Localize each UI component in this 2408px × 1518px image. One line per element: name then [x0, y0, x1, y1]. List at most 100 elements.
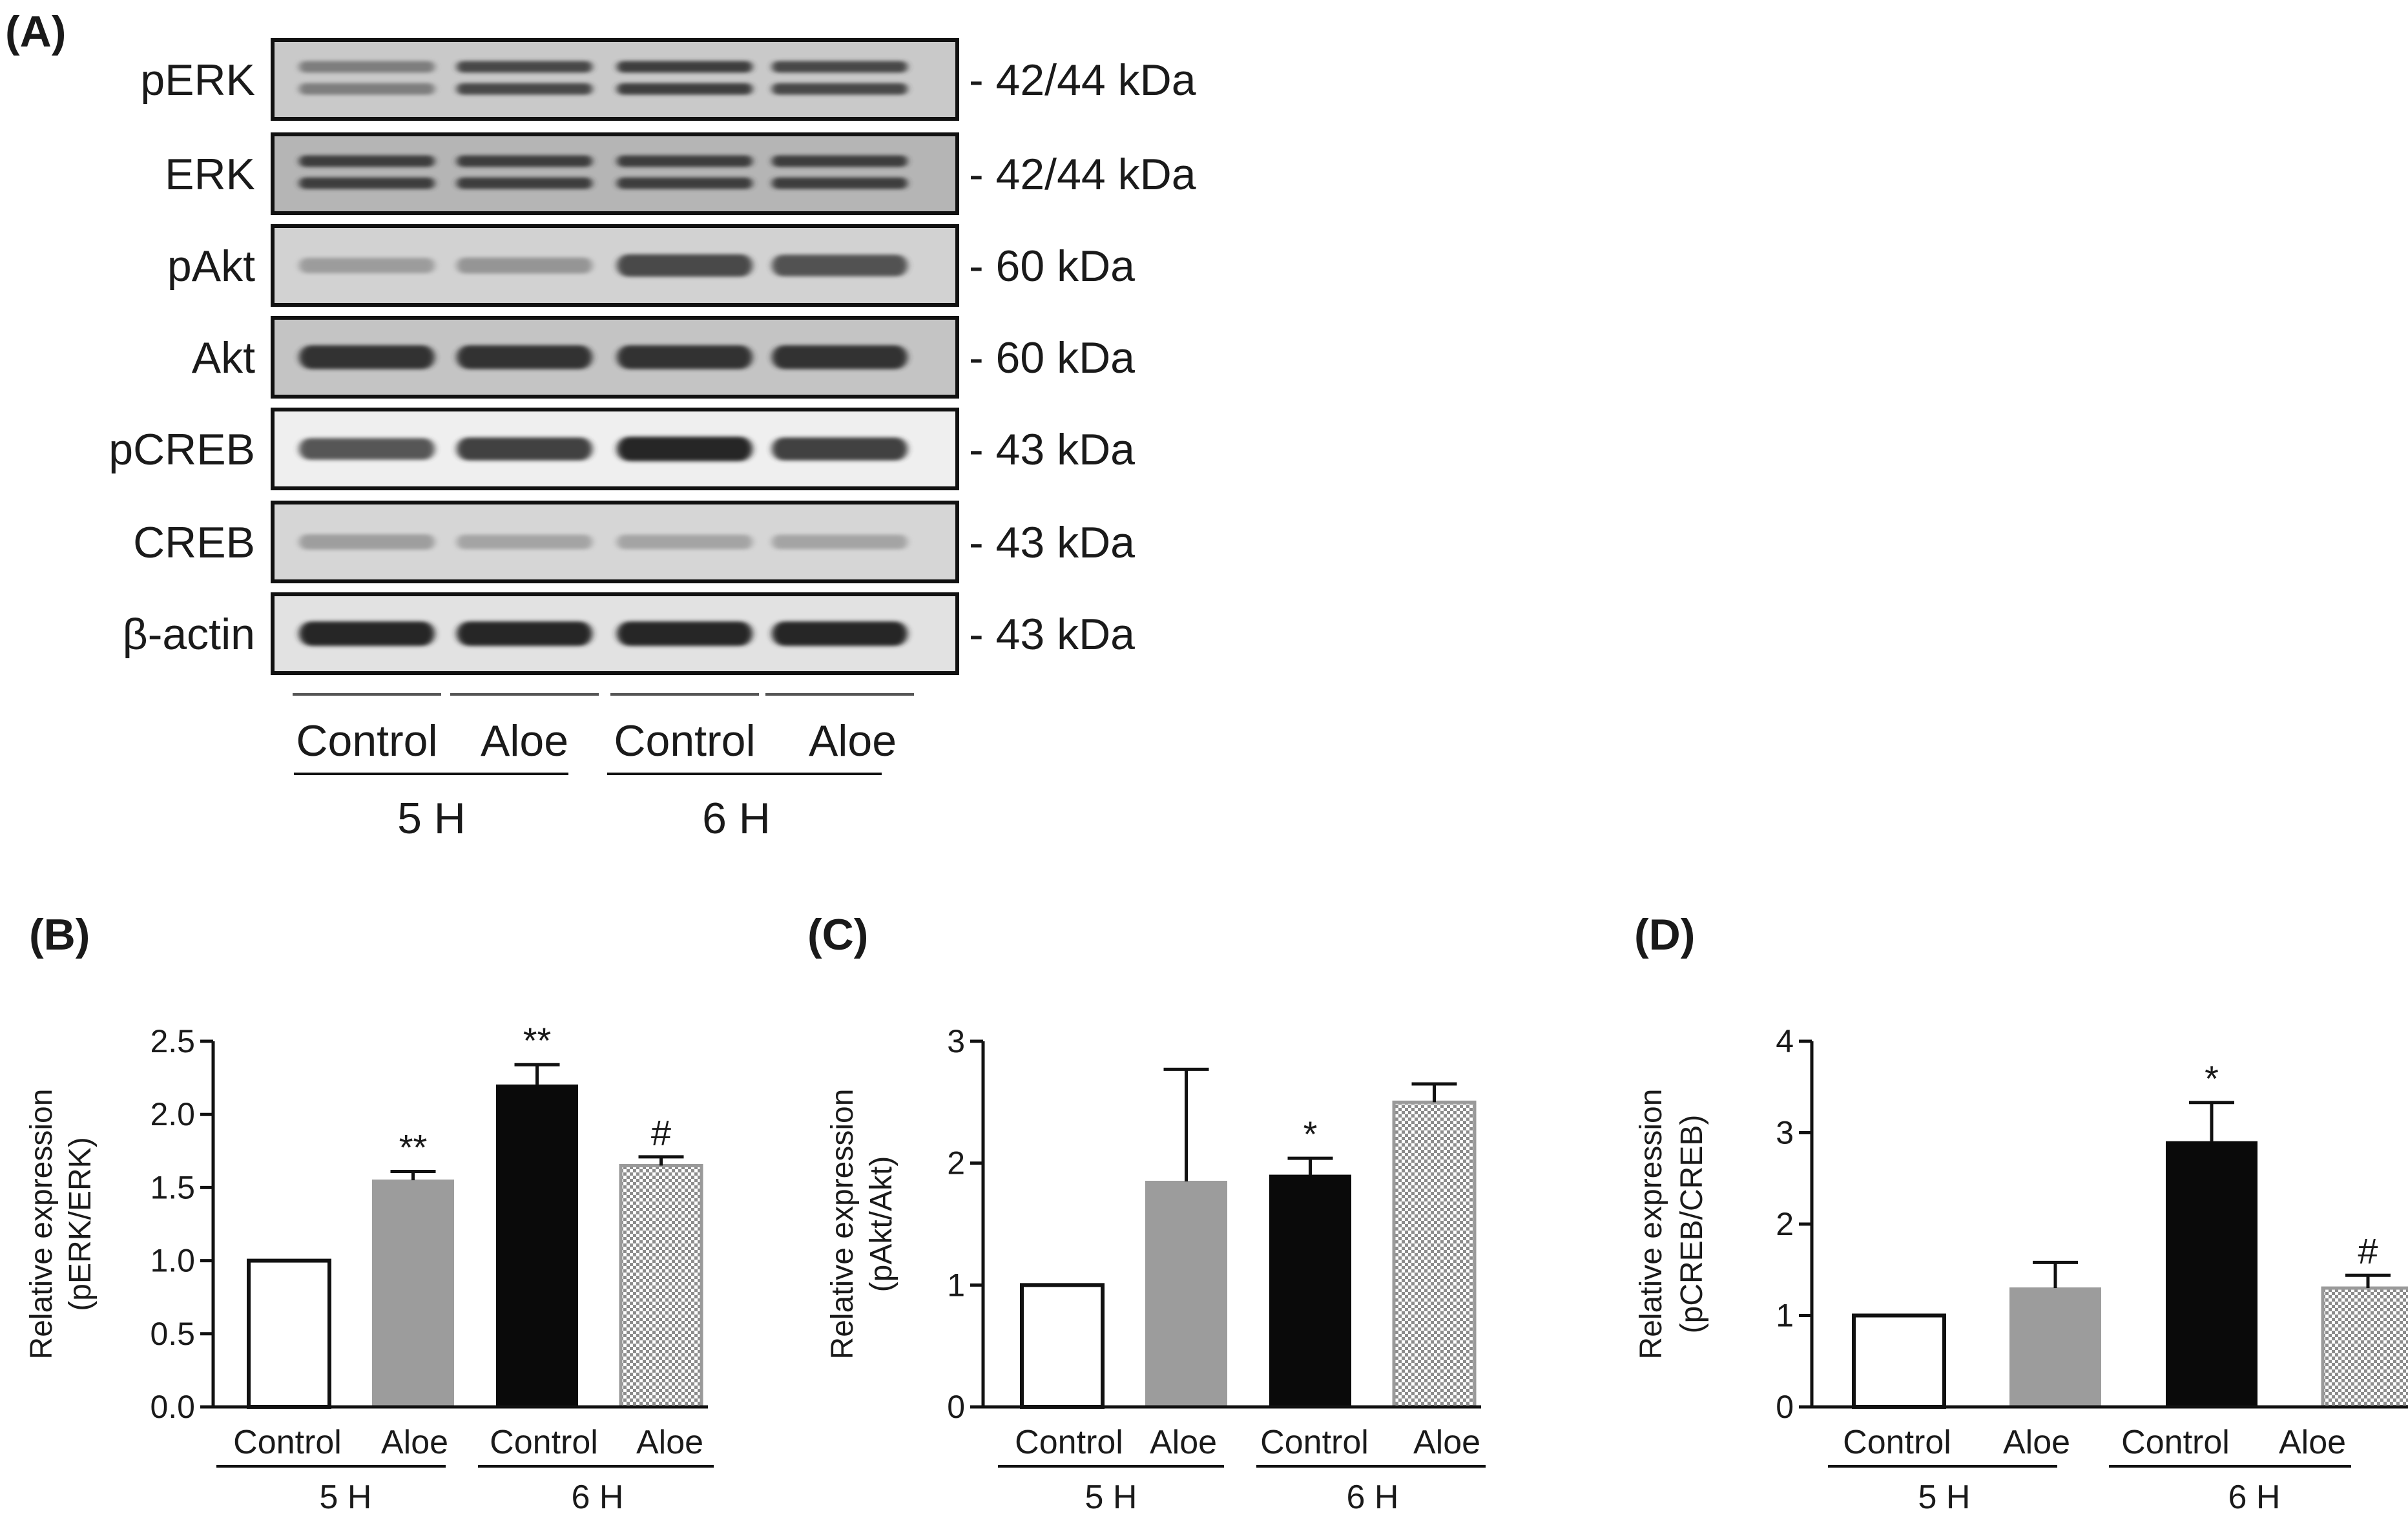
blot-band	[772, 155, 908, 167]
lane-label: Control	[614, 716, 755, 765]
blot-band	[772, 177, 908, 189]
blot-band	[617, 177, 752, 189]
blot-kda-label: - 42/44 kDa	[969, 150, 1196, 199]
blot-band	[772, 534, 908, 550]
blot-band	[457, 437, 592, 461]
significance-mark: *	[2205, 1058, 2219, 1099]
blot-band	[617, 534, 752, 550]
blot-band	[457, 61, 592, 73]
x-category-label: Control	[233, 1424, 342, 1461]
x-category-label: Aloe	[381, 1424, 448, 1461]
blot-band	[299, 534, 435, 550]
bar-3	[2166, 1141, 2258, 1408]
panel-label: (D)	[1634, 910, 1695, 959]
y-tick-label: 0.0	[150, 1389, 195, 1425]
blot-band	[617, 83, 752, 95]
blot-band	[457, 177, 592, 189]
blot-band	[772, 345, 908, 369]
blot-band	[457, 345, 592, 369]
y-tick-label: 2	[947, 1145, 965, 1181]
x-category-label: Aloe	[2279, 1424, 2346, 1461]
blot-kda-label: - 60 kDa	[969, 333, 1135, 382]
bar-2	[372, 1180, 454, 1408]
blot-row-erk: ERK - 42/44 kDa	[165, 132, 1196, 215]
significance-mark: **	[399, 1127, 428, 1167]
y-tick-label: 0	[947, 1389, 965, 1425]
blot-row-label: β-actin	[123, 610, 255, 659]
western-blot-panel: (A) pERK - 42/44 kDa ERK - 42/44 kDa pAkt - 6…	[5, 7, 1196, 843]
blot-row-label: CREB	[133, 518, 255, 567]
blot-row-label: pAkt	[167, 242, 255, 291]
blot-row-actin: β-actin - 43 kDa	[123, 592, 1135, 675]
y-axis-label: Relative expression	[825, 1089, 860, 1360]
bar-4	[619, 1163, 703, 1409]
y-tick-label: 4	[1776, 1023, 1794, 1059]
blot-frame	[271, 38, 959, 121]
blot-band	[299, 438, 435, 460]
x-category-label: Control	[490, 1424, 598, 1461]
blot-band	[299, 61, 435, 73]
blot-band	[617, 621, 752, 646]
blot-band	[617, 61, 752, 73]
panel-a-label: (A)	[5, 7, 66, 56]
x-category-label: Aloe	[2003, 1424, 2070, 1461]
y-tick-label: 0.5	[150, 1316, 195, 1352]
y-axis-label: Relative expression	[1634, 1089, 1668, 1360]
blot-band	[772, 621, 908, 646]
y-axis-label: (pAkt/Akt)	[864, 1156, 898, 1293]
x-category-label: Aloe	[1150, 1424, 1217, 1461]
group-label: 5 H	[397, 794, 466, 843]
blot-band	[772, 61, 908, 73]
blot-kda-label: - 43 kDa	[969, 610, 1135, 659]
blot-row-perk: pERK - 42/44 kDa	[140, 38, 1196, 121]
bar-1	[1852, 1313, 1946, 1409]
x-category-label: Control	[1015, 1424, 1123, 1461]
x-group-label: 5 H	[1085, 1479, 1137, 1516]
significance-mark: #	[2358, 1231, 2378, 1271]
y-axis-label: (pCREB/CREB)	[1675, 1115, 1709, 1334]
x-category-label: Aloe	[636, 1424, 703, 1461]
blot-band	[299, 177, 435, 189]
y-tick-label: 2	[1776, 1206, 1794, 1242]
blot-band	[457, 257, 592, 274]
x-group-label: 6 H	[2228, 1479, 2281, 1516]
x-group-label: 5 H	[1918, 1479, 1971, 1516]
x-category-label: Control	[1843, 1424, 1951, 1461]
x-group-label: 6 H	[572, 1479, 624, 1516]
blot-row-akt: Akt - 60 kDa	[192, 316, 1135, 399]
blot-row-creb: CREB - 43 kDa	[133, 501, 1135, 583]
y-axis-label: Relative expression	[25, 1089, 59, 1360]
bar-2	[2009, 1287, 2101, 1408]
blot-band	[772, 83, 908, 95]
bar-4	[1392, 1100, 1477, 1409]
y-tick-label: 3	[947, 1023, 965, 1059]
bar-1	[1020, 1283, 1105, 1409]
blot-row-pcreb: pCREB - 43 kDa	[109, 408, 1135, 490]
blot-band	[457, 621, 592, 646]
bar-3	[496, 1084, 578, 1408]
panel-label: (B)	[29, 910, 90, 959]
bar-4	[2321, 1286, 2408, 1409]
blot-band	[299, 83, 435, 95]
blot-band	[457, 534, 592, 550]
blot-band	[617, 155, 752, 167]
blot-band	[772, 255, 908, 276]
blot-kda-label: - 43 kDa	[969, 518, 1135, 567]
chart-pERK-ERK: (B) 0.0 0.5 1.0 1.5 2.0 2.5 Relative expression…	[25, 910, 714, 1516]
chart-pAkt-Akt: (C) 0 1 2 3 Relative expression (pAkt/Akt) * Con…	[807, 910, 1486, 1516]
y-tick-label: 0	[1776, 1389, 1794, 1425]
x-group-label: 6 H	[1347, 1479, 1399, 1516]
blot-band	[299, 155, 435, 167]
blot-band	[457, 155, 592, 167]
blot-row-label: ERK	[165, 150, 255, 199]
chart-pCREB-CREB: (D) 0 1 2 3 4 Relative expression (pCREB/CREB) *…	[1634, 910, 2408, 1516]
y-tick-label: 1	[1776, 1298, 1794, 1334]
bar-2	[1145, 1180, 1227, 1408]
bar-1	[247, 1258, 331, 1409]
group-label: 6 H	[702, 794, 771, 843]
blot-row-label: Akt	[192, 333, 255, 382]
lane-label: Aloe	[481, 716, 568, 765]
significance-mark: *	[1303, 1114, 1318, 1154]
blot-frame	[271, 132, 959, 215]
x-category-label: Aloe	[1413, 1424, 1480, 1461]
